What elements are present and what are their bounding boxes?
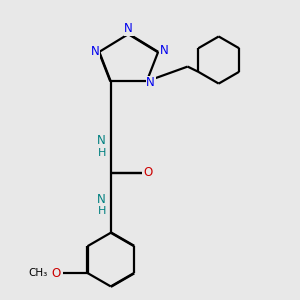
Text: H: H	[98, 148, 106, 158]
Text: N: N	[97, 134, 106, 147]
Text: N: N	[160, 44, 168, 57]
Text: N: N	[146, 76, 155, 89]
Text: O: O	[51, 266, 60, 280]
Text: N: N	[97, 193, 106, 206]
Text: H: H	[98, 206, 106, 215]
Text: O: O	[144, 167, 153, 179]
Text: CH₃: CH₃	[29, 268, 48, 278]
Text: N: N	[124, 22, 133, 35]
Text: N: N	[91, 45, 100, 58]
